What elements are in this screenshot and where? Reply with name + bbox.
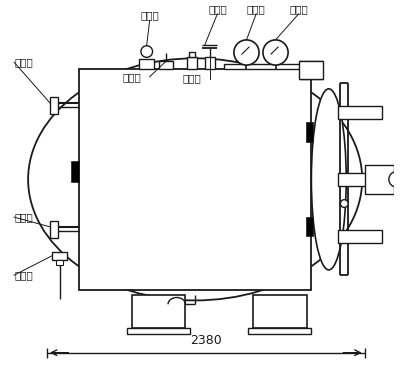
- Bar: [299, 61, 323, 79]
- Bar: [79, 69, 311, 290]
- Circle shape: [389, 172, 400, 187]
- Bar: [56, 260, 64, 265]
- Bar: [365, 165, 394, 194]
- Ellipse shape: [311, 89, 346, 270]
- Text: 蒸汽出: 蒸汽出: [14, 212, 33, 222]
- Bar: [306, 122, 313, 142]
- Bar: [52, 252, 67, 260]
- Bar: [50, 97, 58, 114]
- Circle shape: [234, 40, 259, 65]
- Bar: [253, 295, 306, 329]
- Text: 起吊环: 起吊环: [140, 11, 159, 21]
- Text: 2380: 2380: [190, 334, 222, 347]
- Bar: [338, 172, 382, 186]
- Text: 抽空口: 抽空口: [208, 4, 227, 14]
- Bar: [189, 51, 195, 57]
- Bar: [71, 161, 79, 182]
- Bar: [306, 217, 313, 236]
- Circle shape: [141, 46, 152, 57]
- Bar: [50, 221, 58, 238]
- Text: 消毒口: 消毒口: [182, 74, 201, 84]
- Bar: [338, 106, 382, 119]
- Text: 安全阀: 安全阀: [122, 72, 141, 82]
- Bar: [139, 59, 154, 69]
- Bar: [132, 295, 186, 329]
- Bar: [248, 329, 311, 334]
- Text: 蒸汽进: 蒸汽进: [14, 57, 33, 67]
- Text: 温度表: 温度表: [247, 4, 266, 14]
- Bar: [205, 57, 214, 69]
- Text: 真空表: 真空表: [289, 4, 308, 14]
- Bar: [159, 61, 173, 69]
- Bar: [127, 329, 190, 334]
- Ellipse shape: [28, 58, 362, 300]
- Text: 放空阀: 放空阀: [14, 270, 33, 280]
- Circle shape: [340, 200, 348, 208]
- Bar: [224, 64, 302, 69]
- Circle shape: [263, 40, 288, 65]
- Bar: [188, 57, 197, 69]
- Bar: [338, 230, 382, 243]
